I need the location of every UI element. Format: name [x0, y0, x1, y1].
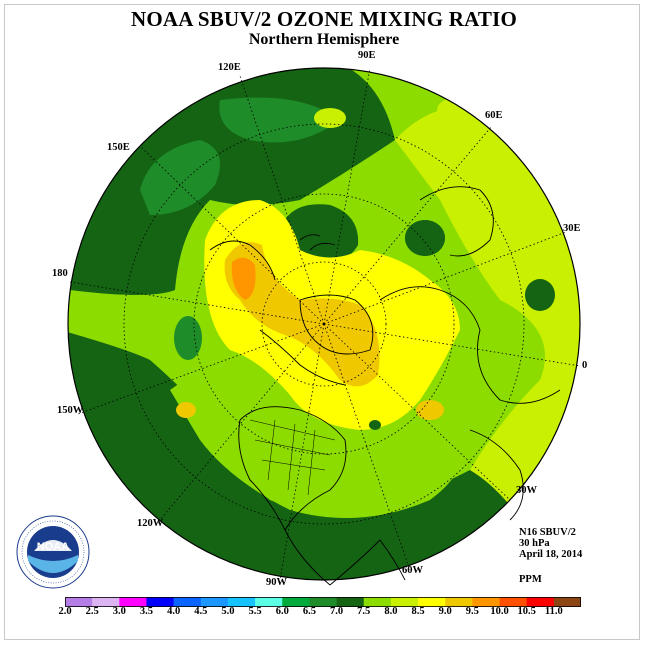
lon-label-60e: 60E — [485, 110, 503, 121]
colorbar — [65, 597, 581, 607]
colorbar-tick-label: 3.0 — [112, 606, 126, 617]
colorbar-swatch — [65, 597, 93, 607]
colorbar-swatch — [200, 597, 229, 607]
colorbar-swatch — [119, 597, 147, 607]
colorbar-swatch — [499, 597, 527, 607]
date-label: April 18, 2014 — [519, 549, 583, 560]
image-frame — [4, 4, 640, 640]
lon-label-150e: 150E — [107, 142, 130, 153]
page-title: NOAA SBUV/2 OZONE MIXING RATIO — [131, 7, 517, 31]
contour-7-0-spot — [369, 420, 381, 430]
colorbar-tick-label: 5.5 — [248, 606, 262, 617]
colorbar-swatch — [363, 597, 392, 607]
lon-label-180: 180 — [52, 268, 68, 279]
contour-7-5-south — [170, 372, 457, 518]
colorbar-tick-label: 8.5 — [411, 606, 425, 617]
noaa-logo: NOAA — [16, 515, 90, 589]
colorbar-tick-label: 9.0 — [438, 606, 452, 617]
colorbar-swatch — [255, 597, 283, 607]
colorbar-swatch — [173, 597, 202, 607]
lon-label-60w: 60W — [402, 565, 423, 576]
colorbar-tick-label: 5.0 — [221, 606, 235, 617]
lon-label-30w: 30W — [516, 485, 537, 496]
colorbar-tick-label: 11.0 — [544, 606, 563, 617]
noaa-logo-text: NOAA — [37, 541, 69, 553]
lon-label-30e: 30E — [563, 223, 581, 234]
contour-6-5-pacific — [174, 316, 202, 360]
lon-label-120w: 120W — [137, 518, 164, 529]
lon-label-90w: 90W — [266, 577, 287, 588]
colorbar-tick-label: 2.5 — [85, 606, 99, 617]
contour-9-0-pacific — [176, 402, 196, 418]
contour-8-0-spot — [314, 108, 346, 128]
colorbar-tick-label: 7.0 — [330, 606, 344, 617]
colorbar-swatch — [390, 597, 419, 607]
colorbar-tick-label: 10.0 — [490, 606, 509, 617]
colorbar-tick-label: 8.0 — [384, 606, 398, 617]
contour-7-5-west — [68, 290, 210, 365]
lon-label-0: 0 — [582, 360, 588, 371]
instrument-label: N16 SBUV/2 — [519, 527, 576, 538]
colorbar-tick-label: 3.5 — [139, 606, 154, 617]
us-state-borders — [249, 419, 336, 496]
contour-7-0-europe-top — [525, 279, 555, 311]
colorbar-tick-label: 6.5 — [302, 606, 316, 617]
colorbar-tick-label: 6.0 — [275, 606, 289, 617]
lon-label-120e: 120E — [218, 62, 241, 73]
contour-7-0-siberia-top — [405, 220, 445, 256]
colorbar-tick-label: 9.5 — [465, 606, 479, 617]
colorbar-swatch — [418, 597, 446, 607]
pressure-level-label: 30 hPa — [519, 538, 550, 549]
colorbar-swatch — [336, 597, 365, 607]
map-boundary-circle — [67, 67, 581, 581]
page-subtitle: Northern Hemisphere — [248, 31, 400, 48]
colorbar-swatch — [92, 597, 120, 607]
colorbar-swatch — [445, 597, 473, 607]
colorbar-tick-label: 10.5 — [517, 606, 536, 617]
ozone-contour-field — [68, 68, 580, 580]
colorbar-swatch — [309, 597, 337, 607]
lon-label-90e: 90E — [358, 50, 376, 61]
contour-9-0 — [224, 242, 380, 387]
coastlines — [209, 186, 561, 586]
contour-6-5-blob — [140, 140, 220, 215]
colorbar-tick-label: 4.5 — [194, 606, 208, 617]
lon-label-150w: 150W — [57, 405, 84, 416]
colorbar-tick-label: 2.0 — [58, 606, 72, 617]
colorbar-swatch — [553, 597, 581, 607]
colorbar-swatch — [146, 597, 174, 607]
colorbar-swatch — [282, 597, 310, 607]
colorbar-swatch — [472, 597, 500, 607]
contour-9-5 — [231, 257, 256, 300]
colorbar-swatch — [526, 597, 555, 607]
colorbar-tick-label: 7.5 — [357, 606, 371, 617]
colorbar-swatch — [227, 597, 256, 607]
units-label: PPM — [519, 574, 542, 585]
contour-9-0-atlantic — [416, 400, 444, 420]
contour-6-5-blob-2 — [219, 97, 340, 143]
contour-8-0-spot-2 — [437, 98, 473, 122]
colorbar-tick-label: 4.0 — [167, 606, 181, 617]
